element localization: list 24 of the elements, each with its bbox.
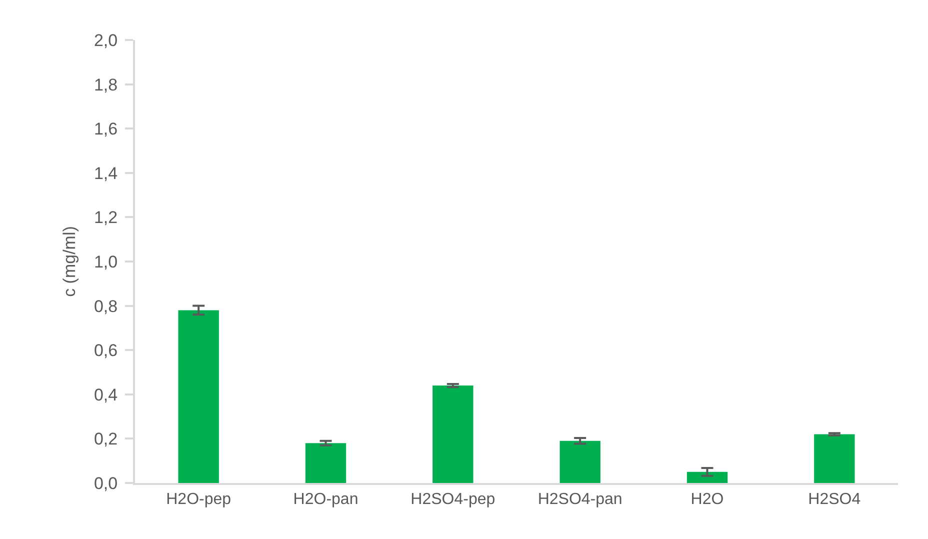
bar xyxy=(560,440,600,483)
x-tick-label: H2O-pan xyxy=(293,491,358,508)
y-tick-label: 0,8 xyxy=(94,296,118,316)
y-tick-label: 1,8 xyxy=(94,75,118,94)
y-tick-label: 2,0 xyxy=(94,30,118,50)
x-tick-label: H2SO4 xyxy=(808,491,861,508)
y-tick-label: 0,6 xyxy=(94,341,118,360)
bar xyxy=(178,310,219,483)
y-tick-label: 0,0 xyxy=(94,474,118,493)
x-tick-label: H2O-pep xyxy=(166,491,232,508)
bar xyxy=(432,386,474,483)
y-tick-label: 1,0 xyxy=(94,252,118,272)
y-tick-label: 0,2 xyxy=(94,430,118,449)
bar xyxy=(305,443,346,483)
x-tick-label: H2SO4-pep xyxy=(410,491,496,508)
y-tick-label: 1,6 xyxy=(94,120,118,139)
y-tick-label: 0,4 xyxy=(94,385,118,404)
x-tick-label: H2SO4-pan xyxy=(538,491,622,508)
bar xyxy=(686,472,728,483)
y-tick-label: 1,4 xyxy=(94,164,118,183)
bar xyxy=(814,434,855,483)
y-axis-title: c (mg/ml) xyxy=(60,226,80,297)
y-tick-label: 1,2 xyxy=(94,208,118,228)
x-tick-label: H2O xyxy=(690,491,724,508)
